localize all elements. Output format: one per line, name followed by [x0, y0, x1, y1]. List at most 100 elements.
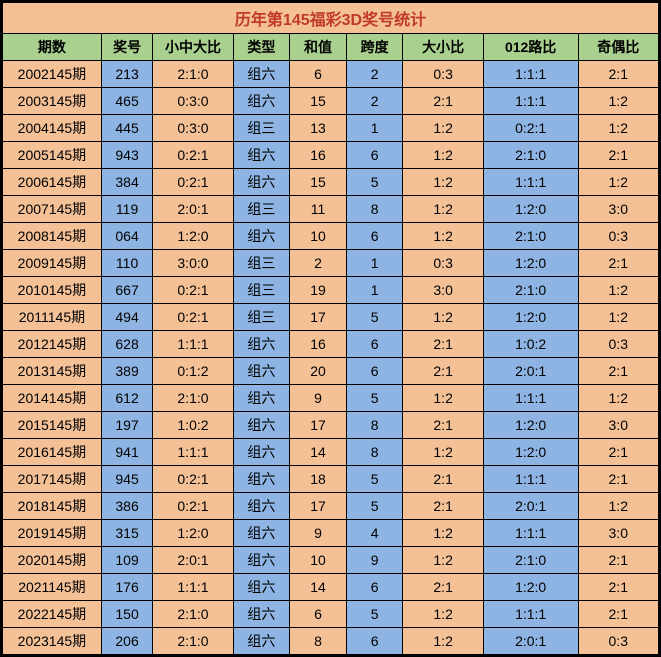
cell: 2:1 [578, 142, 659, 169]
cell: 2:1:0 [153, 61, 233, 88]
cell: 13 [290, 115, 347, 142]
cell: 2016145期 [3, 439, 102, 466]
cell: 2012145期 [3, 331, 102, 358]
table-row: 2013145期3890:1:2组六2062:12:0:12:1 [3, 358, 659, 385]
cell: 2:1 [403, 358, 483, 385]
cell: 0:2:1 [153, 493, 233, 520]
cell: 1:1:1 [483, 520, 578, 547]
cell: 2:1 [578, 61, 659, 88]
cell: 1:1:1 [153, 331, 233, 358]
table-row: 2002145期2132:1:0组六620:31:1:12:1 [3, 61, 659, 88]
cell: 组六 [233, 358, 290, 385]
cell: 1 [346, 250, 403, 277]
cell: 组三 [233, 196, 290, 223]
cell: 941 [101, 439, 152, 466]
cell: 1:2 [403, 547, 483, 574]
cell: 17 [290, 304, 347, 331]
col-oddeven: 奇偶比 [578, 34, 659, 61]
cell: 组六 [233, 439, 290, 466]
cell: 0:3:0 [153, 115, 233, 142]
table-row: 2015145期1971:0:2组六1782:11:2:03:0 [3, 412, 659, 439]
cell: 3:0:0 [153, 250, 233, 277]
col-bigsmall: 大小比 [403, 34, 483, 61]
table-row: 2018145期3860:2:1组六1752:12:0:11:2 [3, 493, 659, 520]
col-span: 跨度 [346, 34, 403, 61]
cell: 0:2:1 [153, 142, 233, 169]
cell: 9 [290, 385, 347, 412]
cell: 组三 [233, 250, 290, 277]
cell: 386 [101, 493, 152, 520]
cell: 6 [290, 601, 347, 628]
cell: 2:0:1 [153, 547, 233, 574]
cell: 组三 [233, 277, 290, 304]
cell: 组六 [233, 520, 290, 547]
col-012-ratio: 012路比 [483, 34, 578, 61]
cell: 组六 [233, 628, 290, 655]
cell: 0:2:1 [153, 304, 233, 331]
cell: 6 [346, 331, 403, 358]
cell: 11 [290, 196, 347, 223]
cell: 1:2 [578, 115, 659, 142]
cell: 2010145期 [3, 277, 102, 304]
cell: 2023145期 [3, 628, 102, 655]
cell: 5 [346, 304, 403, 331]
cell: 2:1 [578, 358, 659, 385]
table-row: 2014145期6122:1:0组六951:21:1:11:2 [3, 385, 659, 412]
cell: 2018145期 [3, 493, 102, 520]
cell: 6 [346, 628, 403, 655]
col-number: 奖号 [101, 34, 152, 61]
cell: 0:2:1 [153, 169, 233, 196]
cell: 组六 [233, 466, 290, 493]
cell: 组六 [233, 169, 290, 196]
cell: 2013145期 [3, 358, 102, 385]
cell: 1:2 [403, 196, 483, 223]
cell: 0:3 [578, 331, 659, 358]
table-row: 2012145期6281:1:1组六1662:11:0:20:3 [3, 331, 659, 358]
cell: 945 [101, 466, 152, 493]
cell: 150 [101, 601, 152, 628]
cell: 8 [346, 439, 403, 466]
cell: 2005145期 [3, 142, 102, 169]
cell: 组六 [233, 331, 290, 358]
table-row: 2017145期9450:2:1组六1852:11:1:12:1 [3, 466, 659, 493]
cell: 8 [346, 196, 403, 223]
table-body: 2002145期2132:1:0组六620:31:1:12:12003145期4… [3, 61, 659, 655]
cell: 2011145期 [3, 304, 102, 331]
table-row: 2022145期1502:1:0组六651:21:1:12:1 [3, 601, 659, 628]
cell: 2:1 [403, 466, 483, 493]
cell: 8 [346, 412, 403, 439]
cell: 1:2 [578, 304, 659, 331]
cell: 1:2 [578, 88, 659, 115]
cell: 2019145期 [3, 520, 102, 547]
cell: 494 [101, 304, 152, 331]
cell: 组六 [233, 547, 290, 574]
cell: 2:0:1 [483, 628, 578, 655]
cell: 064 [101, 223, 152, 250]
col-period: 期数 [3, 34, 102, 61]
cell: 19 [290, 277, 347, 304]
cell: 0:2:1 [153, 277, 233, 304]
cell: 3:0 [578, 520, 659, 547]
table-row: 2020145期1092:0:1组六1091:22:1:02:1 [3, 547, 659, 574]
cell: 465 [101, 88, 152, 115]
cell: 10 [290, 223, 347, 250]
cell: 组六 [233, 223, 290, 250]
cell: 3:0 [578, 196, 659, 223]
cell: 2:1 [403, 574, 483, 601]
cell: 2:1 [403, 331, 483, 358]
cell: 119 [101, 196, 152, 223]
data-table: 历年第145福彩3D奖号统计 期数 奖号 小中大比 类型 和值 跨度 大小比 0… [2, 2, 659, 655]
cell: 2017145期 [3, 466, 102, 493]
cell: 315 [101, 520, 152, 547]
cell: 2020145期 [3, 547, 102, 574]
table-row: 2003145期4650:3:0组六1522:11:1:11:2 [3, 88, 659, 115]
table-row: 2008145期0641:2:0组六1061:22:1:00:3 [3, 223, 659, 250]
cell: 1:2:0 [483, 412, 578, 439]
cell: 组六 [233, 61, 290, 88]
cell: 5 [346, 169, 403, 196]
cell: 9 [346, 547, 403, 574]
cell: 组六 [233, 142, 290, 169]
cell: 3:0 [578, 412, 659, 439]
table-row: 2009145期1103:0:0组三210:31:2:02:1 [3, 250, 659, 277]
cell: 1 [346, 115, 403, 142]
